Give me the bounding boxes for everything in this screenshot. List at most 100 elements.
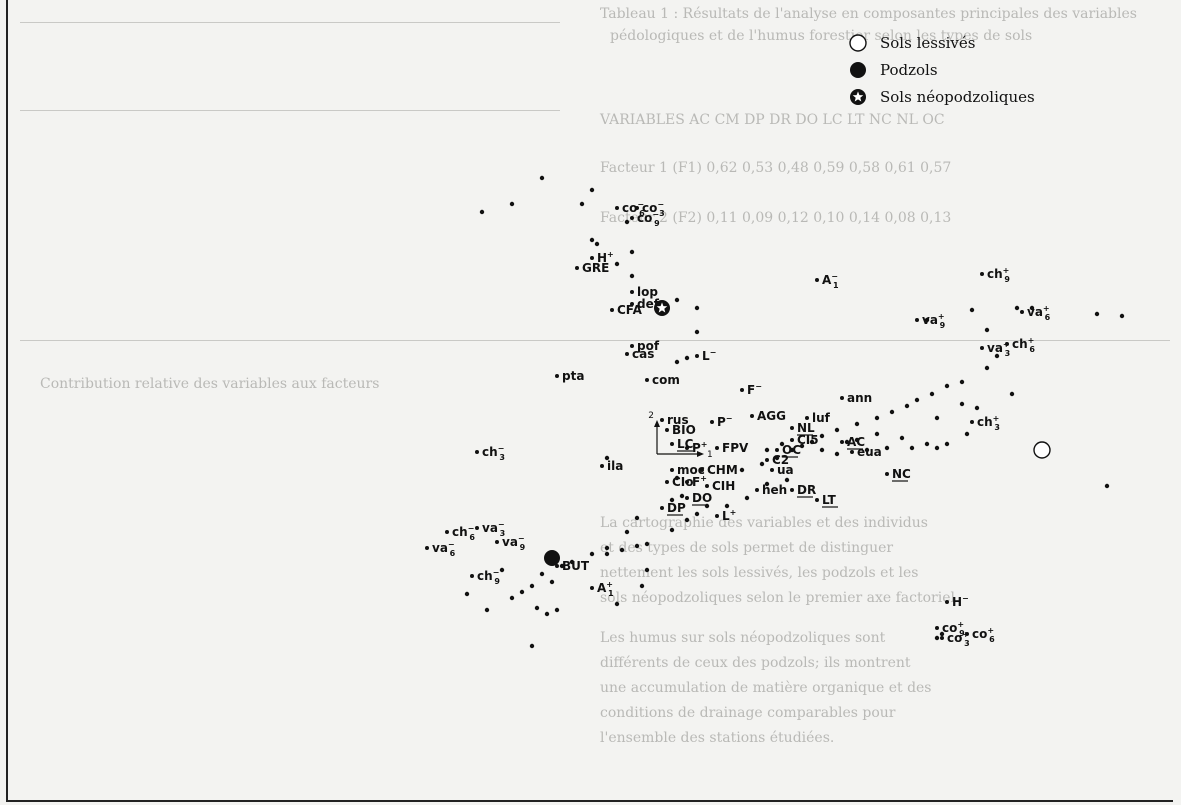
data-point: [984, 365, 990, 371]
variable-point: [700, 468, 704, 472]
data-point: [694, 305, 700, 311]
variable-point: [935, 626, 939, 630]
data-point: [884, 445, 890, 451]
variable-point: [710, 420, 714, 424]
data-point: [614, 261, 620, 267]
variable-point: [695, 354, 699, 358]
variable-point: [815, 278, 819, 282]
variable-label-text: H: [597, 251, 607, 265]
data-point: [1094, 311, 1100, 317]
variable-label: F−: [747, 382, 762, 397]
variable-point: [600, 464, 604, 468]
variable-label-text: ch: [1012, 337, 1028, 351]
background-text-line: une accumulation de matière organique et…: [600, 680, 932, 696]
variable-label: P+: [692, 440, 708, 455]
variable-label-subscript: 9: [520, 543, 526, 552]
data-point: [934, 445, 940, 451]
data-point: [924, 441, 930, 447]
variable-label: ch− 6: [452, 524, 475, 542]
variable-point: [770, 468, 774, 472]
variable-label-text: va: [482, 521, 498, 535]
variable-label-text: co: [622, 201, 637, 215]
variable-label: H−: [952, 594, 969, 609]
data-point: [899, 435, 905, 441]
variable-label: LT: [822, 493, 837, 507]
variable-label-text: ann: [847, 391, 872, 405]
variable-point: [685, 480, 689, 484]
variable-label: H+: [597, 250, 614, 265]
data-point: [844, 439, 850, 445]
background-text-line: pédologiques et de l'humus forestier sel…: [610, 28, 1033, 44]
variable-label-superscript: +: [993, 414, 1000, 423]
variable-label: BIO: [672, 423, 696, 437]
data-point: [994, 353, 1000, 359]
variable-point: [445, 530, 449, 534]
data-point: [589, 551, 595, 557]
variable-label-text: ch: [987, 267, 1003, 281]
variable-point: [425, 546, 429, 550]
data-point: [964, 431, 970, 437]
data-point: [969, 307, 975, 313]
background-rule: [20, 22, 560, 23]
data-point: [929, 391, 935, 397]
data-point: [959, 401, 965, 407]
data-point: [624, 219, 630, 225]
data-point: [549, 579, 555, 585]
variable-label-text: A: [597, 581, 607, 595]
variable-label-subscript: 1: [833, 281, 839, 290]
variable-label: ch+ 6: [1012, 336, 1035, 354]
data-point: [669, 527, 675, 533]
data-point: [864, 447, 870, 453]
variable-point: [815, 498, 819, 502]
data-point: [614, 601, 620, 607]
variable-label-subscript: 3: [659, 209, 665, 218]
data-point: [679, 493, 685, 499]
variable-label: CIo: [672, 475, 694, 489]
legend-symbol: [850, 89, 866, 105]
variable-label: GRE: [582, 261, 609, 275]
data-point: [764, 447, 770, 453]
data-point: [589, 237, 595, 243]
group-marker: [654, 300, 670, 316]
data-point: [809, 439, 815, 445]
data-point: [939, 631, 945, 637]
variable-label-text: L: [722, 509, 730, 523]
variable-label-subscript: 6: [639, 209, 645, 218]
group-marker: [544, 550, 560, 566]
data-point: [529, 643, 535, 649]
data-point: [724, 503, 730, 509]
variable-label: pof: [637, 339, 660, 353]
variable-label-subscript: 3: [964, 639, 970, 648]
variable-label-text: DR: [797, 483, 816, 497]
variable-label: CFA: [617, 303, 643, 317]
variable-label-text: co: [942, 621, 957, 635]
data-point: [684, 517, 690, 523]
variable-label: ann: [847, 391, 872, 405]
data-point: [509, 201, 515, 207]
legend-symbol: [850, 62, 866, 78]
figure-frame: [6, 0, 1173, 802]
variable-point: [750, 414, 754, 418]
data-point: [529, 583, 535, 589]
legend: Sols lessivés Podzols Sols néopodzoliques: [849, 34, 1035, 106]
variable-label: P−: [717, 414, 733, 429]
variable-label-text: va: [987, 341, 1003, 355]
data-point: [799, 443, 805, 449]
data-point: [874, 415, 880, 421]
variable-label: DP: [667, 501, 686, 515]
factor-axes: 1 2: [648, 411, 712, 460]
data-point: [789, 447, 795, 453]
variable-label: co+ 9: [942, 620, 965, 638]
variable-point: [970, 420, 974, 424]
variable-label-text: CIH: [712, 479, 735, 493]
variable-label: CI5: [797, 433, 819, 447]
variable-label-text: CI5: [797, 433, 819, 447]
data-point: [669, 497, 675, 503]
variable-point: [965, 632, 969, 636]
variable-label-text: pta: [562, 369, 584, 383]
variable-label-superscript: −: [710, 348, 717, 357]
variable-label: moc: [677, 463, 705, 477]
variable-label: co− 6: [622, 200, 645, 218]
variable-label: ua: [777, 463, 794, 477]
